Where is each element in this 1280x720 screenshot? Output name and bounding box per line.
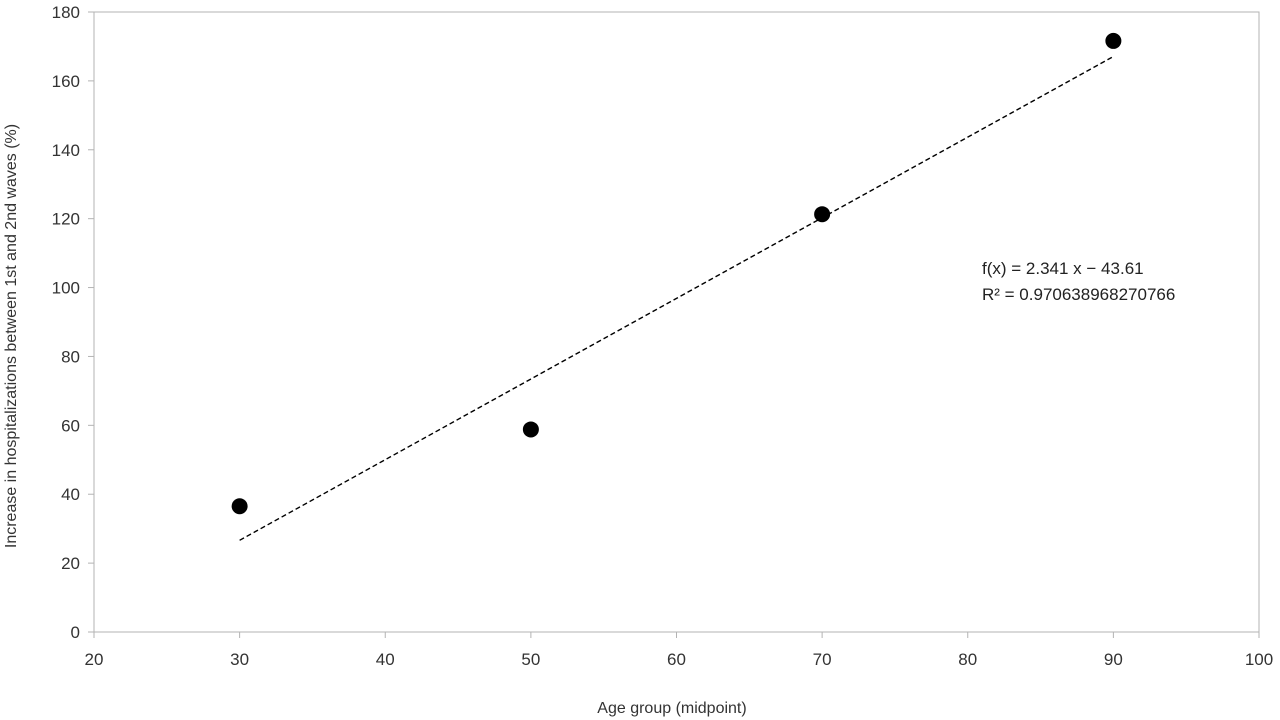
data-point	[814, 206, 831, 223]
x-axis: 20 30 40 50 60 70 80 90 100	[85, 632, 1273, 669]
plot-area	[93, 11, 1260, 633]
y-tick-label: 0	[71, 623, 80, 642]
y-tick-label: 160	[52, 72, 80, 91]
x-tick-label: 20	[85, 650, 104, 669]
x-tick-label: 70	[813, 650, 832, 669]
y-axis: 0 20 40 60 80 100 120 140 160 180	[52, 3, 94, 642]
x-tick-label: 100	[1245, 650, 1273, 669]
y-tick-label: 140	[52, 141, 80, 160]
data-point	[522, 421, 539, 438]
y-tick-label: 40	[61, 485, 80, 504]
r-squared-value: R² = 0.970638968270766	[982, 285, 1175, 304]
data-point	[231, 498, 248, 515]
x-tick-label: 90	[1104, 650, 1123, 669]
y-tick-label: 60	[61, 416, 80, 435]
x-tick-label: 50	[521, 650, 540, 669]
y-tick-label: 80	[61, 347, 80, 366]
y-tick-label: 20	[61, 554, 80, 573]
x-tick-label: 30	[230, 650, 249, 669]
data-point	[1105, 32, 1122, 49]
x-tick-label: 40	[376, 650, 395, 669]
y-tick-label: 180	[52, 3, 80, 22]
trendline-group	[239, 55, 1114, 541]
y-axis-label: Increase in hospitalizations between 1st…	[3, 124, 20, 548]
scatter-series	[231, 32, 1122, 515]
regression-equation: f(x) = 2.341 x − 43.61	[982, 259, 1144, 278]
plot-frame	[93, 11, 1260, 633]
x-axis-label: Age group (midpoint)	[597, 700, 746, 717]
y-tick-label: 100	[52, 279, 80, 298]
x-tick-label: 80	[958, 650, 977, 669]
y-tick-label: 120	[52, 210, 80, 229]
trendline	[239, 55, 1114, 541]
x-tick-label: 60	[667, 650, 686, 669]
